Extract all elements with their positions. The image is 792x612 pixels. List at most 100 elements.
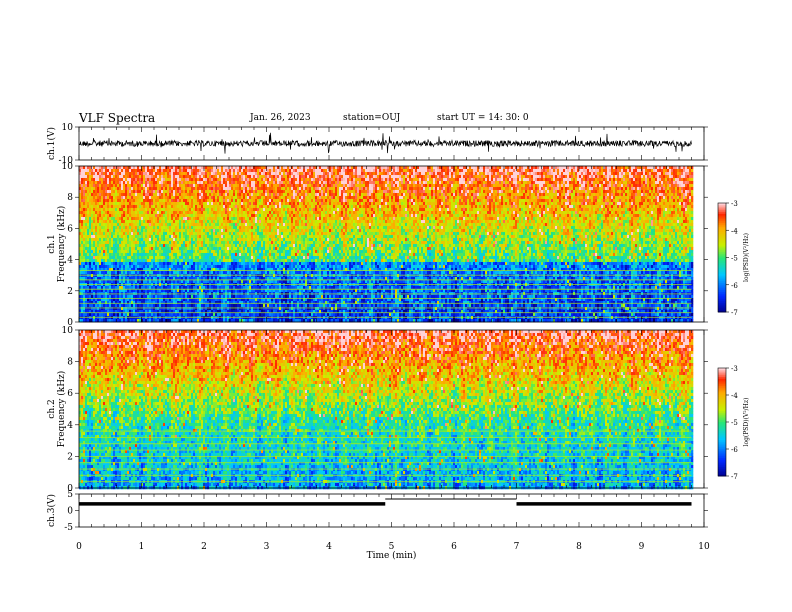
heatmap-cell [505, 193, 508, 197]
heatmap-cell [319, 205, 322, 209]
heatmap-cell [619, 181, 622, 185]
heatmap-cell [419, 184, 422, 188]
heatmap-cell [185, 196, 188, 200]
heatmap-cell [477, 196, 480, 200]
heatmap-cell [257, 208, 260, 212]
heatmap-cell [351, 175, 354, 179]
heatmap-cell [243, 184, 246, 188]
heatmap-cell [297, 178, 300, 182]
heatmap-cell [467, 193, 470, 197]
heatmap-cell [171, 187, 174, 191]
heatmap-cell [83, 205, 86, 209]
heatmap-cell [503, 187, 506, 191]
heatmap-cell [401, 169, 404, 173]
heatmap-cell [525, 211, 528, 215]
heatmap-cell [245, 199, 248, 203]
heatmap-cell [475, 169, 478, 173]
heatmap-cell [397, 175, 400, 179]
heatmap-cell [461, 205, 464, 209]
heatmap-cell [353, 184, 356, 188]
heatmap-cell [415, 169, 418, 173]
heatmap-cell [291, 175, 294, 179]
heatmap-cell [249, 202, 252, 206]
heatmap-cell [123, 166, 126, 170]
heatmap-cell [305, 175, 308, 179]
heatmap-cell [323, 178, 326, 182]
heatmap-cell [411, 190, 414, 194]
heatmap-cell [79, 184, 82, 188]
heatmap-cell [315, 175, 318, 179]
heatmap-cell [463, 169, 466, 173]
heatmap-cell [137, 187, 140, 191]
heatmap-cell [213, 205, 216, 209]
heatmap-cell [539, 199, 542, 203]
heatmap-cell [661, 187, 664, 191]
heatmap-cell [279, 190, 282, 194]
heatmap-cell [211, 172, 214, 176]
heatmap-cell [219, 190, 222, 194]
heatmap-cell [97, 172, 100, 176]
heatmap-cell [165, 166, 168, 170]
heatmap-cell [401, 178, 404, 182]
heatmap-cell [561, 205, 564, 209]
heatmap-cell [665, 193, 668, 197]
heatmap-cell [365, 208, 368, 212]
heatmap-cell [425, 193, 428, 197]
heatmap-cell [291, 193, 294, 197]
heatmap-cell [171, 196, 174, 200]
heatmap-cell [589, 208, 592, 212]
heatmap-cell [485, 199, 488, 203]
heatmap-cell [237, 178, 240, 182]
heatmap-cell [597, 202, 600, 206]
heatmap-cell [599, 199, 602, 203]
heatmap-cell [87, 199, 90, 203]
heatmap-cell [269, 190, 272, 194]
heatmap-cell [249, 184, 252, 188]
heatmap-cell [411, 199, 414, 203]
heatmap-cell [597, 190, 600, 194]
heatmap-cell [243, 199, 246, 203]
heatmap-cell [447, 187, 450, 191]
heatmap-cell [661, 196, 664, 200]
heatmap-cell [207, 178, 210, 182]
heatmap-cell [657, 181, 660, 185]
heatmap-cell [353, 187, 356, 191]
heatmap-cell [217, 208, 220, 212]
heatmap-cell [685, 175, 688, 179]
heatmap-cell [363, 196, 366, 200]
heatmap-cell [645, 202, 648, 206]
heatmap-cell [573, 172, 576, 176]
heatmap-cell [525, 196, 528, 200]
heatmap-cell [333, 199, 336, 203]
heatmap-cell [455, 172, 458, 176]
heatmap-cell [193, 166, 196, 170]
heatmap-cell [649, 202, 652, 206]
heatmap-cell [499, 187, 502, 191]
heatmap-cell [165, 208, 168, 212]
heatmap-cell [691, 166, 694, 170]
heatmap-cell [599, 181, 602, 185]
heatmap-cell [439, 175, 442, 179]
heatmap-cell [599, 211, 602, 215]
heatmap-cell [527, 190, 530, 194]
heatmap-cell [545, 175, 548, 179]
heatmap-cell [467, 178, 470, 182]
heatmap-cell [407, 181, 410, 185]
heatmap-cell [401, 181, 404, 185]
heatmap-cell [667, 190, 670, 194]
heatmap-cell [399, 199, 402, 203]
heatmap-cell [215, 196, 218, 200]
heatmap-cell [407, 184, 410, 188]
heatmap-cell [475, 199, 478, 203]
heatmap-cell [173, 199, 176, 203]
heatmap-cell [291, 190, 294, 194]
heatmap-cell [173, 211, 176, 215]
heatmap-cell [537, 205, 540, 209]
heatmap-cell [471, 169, 474, 173]
heatmap-cell [539, 181, 542, 185]
heatmap-cell [459, 175, 462, 179]
heatmap-cell [575, 202, 578, 206]
heatmap-cell [461, 178, 464, 182]
heatmap-cell [231, 187, 234, 191]
heatmap-cell [479, 208, 482, 212]
